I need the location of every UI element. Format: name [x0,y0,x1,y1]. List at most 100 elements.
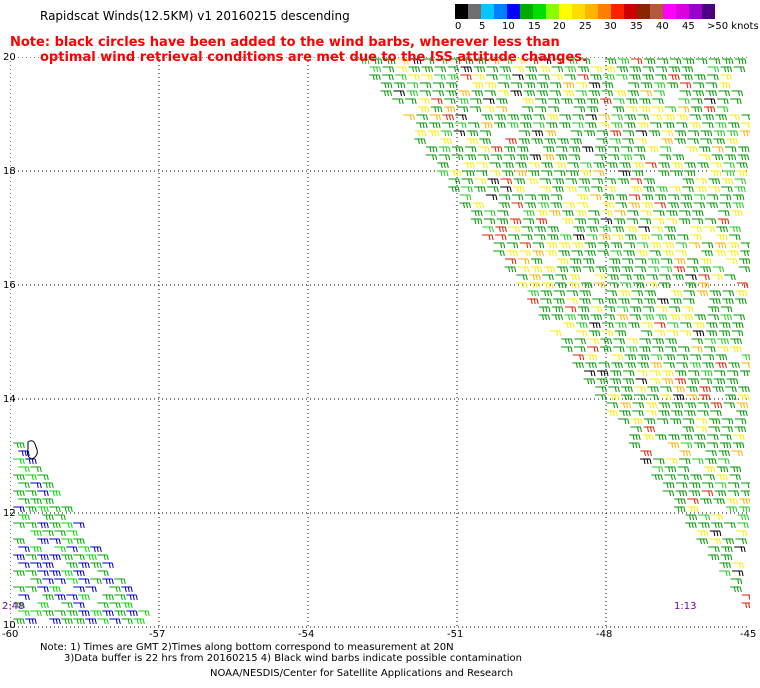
wind-barb [664,474,676,481]
wind-barb [544,130,557,137]
wind-barb [667,322,679,329]
wind-barb [680,442,693,449]
wind-barb [703,226,715,233]
wind-barb [738,258,750,265]
wind-barb [717,338,729,345]
wind-barb [73,570,85,577]
wind-barb [628,202,640,209]
wind-barb [417,106,430,113]
wind-barb [616,306,629,313]
wind-barb [499,74,511,81]
wind-barb [619,162,631,169]
wind-barb [25,570,37,577]
wind-barb [695,58,708,65]
wind-barb [736,282,749,289]
wind-barb [516,154,529,161]
legend-label: 35 [630,21,643,32]
wind-barb [542,154,555,161]
wind-barb [456,106,469,113]
wind-barb [673,506,686,513]
wind-barb [549,90,561,97]
wind-barb [552,178,565,185]
wind-barb [547,234,559,241]
wind-barb [580,162,592,169]
wind-barb [30,530,42,537]
wind-barb [664,234,676,241]
wind-barb [570,138,582,145]
wind-barb [697,162,709,169]
wind-barb [542,274,554,281]
wind-barb [658,402,671,409]
wind-barb [606,402,619,409]
wind-barb [715,122,727,129]
wind-barb [668,306,681,313]
wind-barb [732,322,744,329]
legend-label: 30 [604,21,617,32]
wind-barb [477,146,490,153]
wind-barb [594,394,607,401]
wind-barb [596,130,609,137]
wind-barb [593,282,606,289]
wind-barb [672,154,685,161]
wind-barb [569,258,582,265]
wind-barb [624,114,636,121]
wind-barb [561,338,573,345]
wind-barb [632,410,644,417]
wind-barb [701,250,713,257]
wind-barb [485,194,498,201]
wind-barb [584,242,597,249]
wind-barb [13,490,25,497]
wind-barb [650,114,662,121]
wind-barb [731,450,743,457]
wind-barb [650,354,663,361]
wind-barb [679,458,691,465]
wind-barb [708,178,721,185]
wind-barb [533,114,545,121]
legend-label: 20 [553,21,566,32]
wind-barb [459,202,471,209]
wind-barb [633,146,646,153]
wind-barb [638,226,650,233]
wind-barb [708,426,720,433]
wind-barb [493,242,506,249]
wind-barb [621,258,634,265]
wind-barb [713,138,725,145]
wind-barb [707,314,719,321]
wind-barb [425,146,438,153]
wind-barb [516,274,528,281]
wind-barb [121,618,133,625]
wind-barb [564,306,577,313]
wind-barb [42,610,54,617]
wind-barb [712,386,724,393]
wind-barb [635,378,648,385]
wind-barb [497,210,509,217]
wind-barb [505,138,517,145]
wind-barb [37,554,49,561]
wind-barb [643,178,656,185]
wind-barb [609,138,621,145]
wind-barb [630,186,642,193]
wind-barb [683,298,695,305]
wind-barb [569,266,582,273]
wind-barb [649,250,661,257]
wind-barb [564,314,576,321]
wind-barb [479,138,491,145]
wind-barb [631,170,644,177]
wind-barb [473,66,486,73]
wind-barb [734,418,747,425]
legend-label: 0 [455,21,462,32]
wind-barb [504,266,517,273]
wind-barb [711,146,724,153]
wind-barb [711,274,723,281]
wind-barb [615,202,627,209]
wind-barb [716,226,728,233]
wind-barb [724,274,736,281]
wind-barb [726,378,739,385]
wind-barb [551,74,563,81]
wind-barb [421,66,434,73]
wind-barb [687,378,700,385]
wind-barb [653,90,665,97]
wind-barb [578,178,591,185]
wind-barb [594,146,607,153]
wind-barb [665,218,678,225]
